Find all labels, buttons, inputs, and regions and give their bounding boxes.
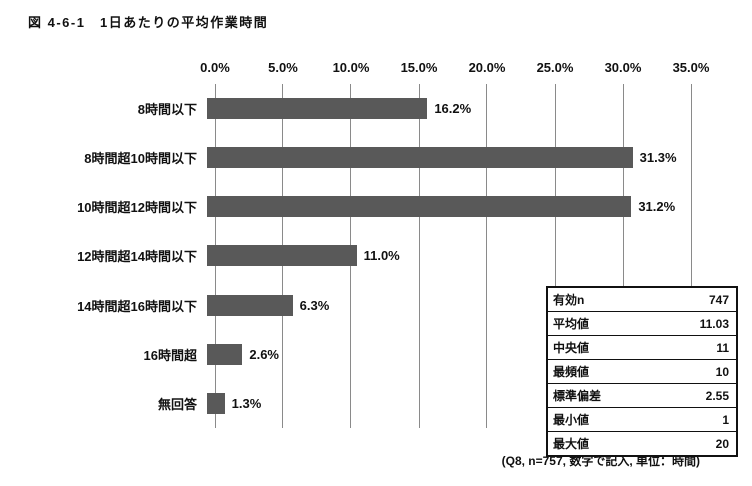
bar-area: 6.3% (207, 281, 752, 330)
x-tick-label: 15.0% (400, 60, 438, 75)
bar-area: 16.2% (207, 84, 752, 133)
stats-row: 最小値 1 (547, 407, 737, 432)
bar-value-label: 31.2% (638, 199, 676, 215)
stats-row: 最大値 20 (547, 431, 737, 457)
stat-label: 最頻値 (547, 359, 658, 384)
chart-title: 図 4-6-1 1日あたりの平均作業時間 (28, 15, 269, 30)
category-label: 16時間超 (143, 347, 197, 363)
stat-value: 2.55 (657, 383, 737, 408)
bar-value-label: 2.6% (249, 346, 279, 362)
bar (207, 98, 428, 120)
stats-row: 中央値 11 (547, 335, 737, 360)
bar-area: 31.3% (207, 133, 752, 182)
bar-chart: 8時間以下 16.2% 8時間超10時間以下 31.3% 10時間超12時間以下 31.2… (0, 84, 752, 428)
stat-label: 最小値 (547, 407, 658, 432)
bar (207, 196, 632, 218)
bar-area: 2.6% (207, 330, 752, 379)
bar-value-label: 16.2% (434, 101, 472, 117)
bar-value-label: 6.3% (299, 297, 330, 313)
bar-row: 16時間超 2.6% (0, 330, 752, 379)
bar-value-label: 11.0% (363, 248, 400, 264)
stat-value: 1 (657, 407, 737, 432)
gridline (690, 84, 692, 428)
category-label: 無回答 (157, 396, 197, 412)
stat-label: 平均値 (547, 311, 658, 336)
x-axis: 0.0% 5.0% 10.0% 15.0% 20.0% 25.0% 30.0% 35.0% (200, 60, 709, 76)
x-tick-label: 10.0% (332, 60, 370, 75)
bar-row: 12時間超14時間以下 11.0% (0, 231, 752, 280)
bar-row: 無回答 1.3% (0, 379, 752, 428)
gridline (622, 84, 624, 428)
bar-value-label: 1.3% (231, 395, 262, 411)
bar (207, 147, 633, 169)
x-tick-label: 25.0% (536, 60, 574, 75)
stat-label: 最大値 (547, 431, 658, 457)
gridline (486, 84, 488, 428)
stat-value: 747 (657, 286, 737, 312)
category-label: 14時間超16時間以下 (77, 298, 197, 314)
bar (207, 343, 243, 365)
category-label: 10時間超12時間以下 (77, 200, 197, 216)
stat-label: 有効n (547, 286, 658, 312)
stat-label: 中央値 (547, 335, 658, 360)
stats-row: 標準偏差 2.55 (547, 383, 737, 408)
bar-row: 10時間超12時間以下 31.2% (0, 182, 752, 231)
bar-area: 1.3% (207, 379, 752, 428)
stats-row: 最頻値 10 (547, 359, 737, 384)
x-tick-label: 0.0% (200, 60, 230, 75)
stat-value: 10 (657, 359, 737, 384)
bar (207, 245, 357, 267)
stats-table: 有効n 747 平均値 11.03 中央値 11 最頻値 10 標準偏差 2.55 最小値 1 最大値 2… (546, 286, 738, 457)
stats-row: 平均値 11.03 (547, 311, 737, 336)
bar (207, 294, 293, 316)
bar-area: 31.2% (207, 182, 752, 231)
x-tick-label: 30.0% (604, 60, 642, 75)
bar (207, 392, 225, 414)
bar-row: 8時間以下 16.2% (0, 84, 752, 133)
x-tick-label: 20.0% (468, 60, 506, 75)
category-label: 8時間以下 (137, 102, 197, 118)
bar-row: 14時間超16時間以下 6.3% (0, 281, 752, 330)
x-tick-label: 5.0% (268, 60, 298, 75)
stat-value: 11 (657, 335, 737, 360)
gridline (418, 84, 420, 428)
stat-label: 標準偏差 (547, 383, 658, 408)
stats-table-body: 有効n 747 平均値 11.03 中央値 11 最頻値 10 標準偏差 2.55 最小値 1 最大値 2… (547, 286, 737, 457)
gridline (554, 84, 556, 428)
bar-area: 11.0% (207, 231, 752, 280)
category-label: 12時間超14時間以下 (77, 249, 197, 265)
category-label: 8時間超10時間以下 (84, 151, 197, 167)
stat-value: 20 (657, 431, 737, 457)
x-tick-label: 35.0% (672, 60, 710, 75)
stat-value: 11.03 (657, 311, 737, 336)
stats-row: 有効n 747 (547, 286, 737, 312)
bar-value-label: 31.3% (639, 150, 677, 166)
footnote: (Q8, n=757, 数字で記入, 単位：時間) (501, 454, 700, 468)
bar-row: 8時間超10時間以下 31.3% (0, 133, 752, 182)
